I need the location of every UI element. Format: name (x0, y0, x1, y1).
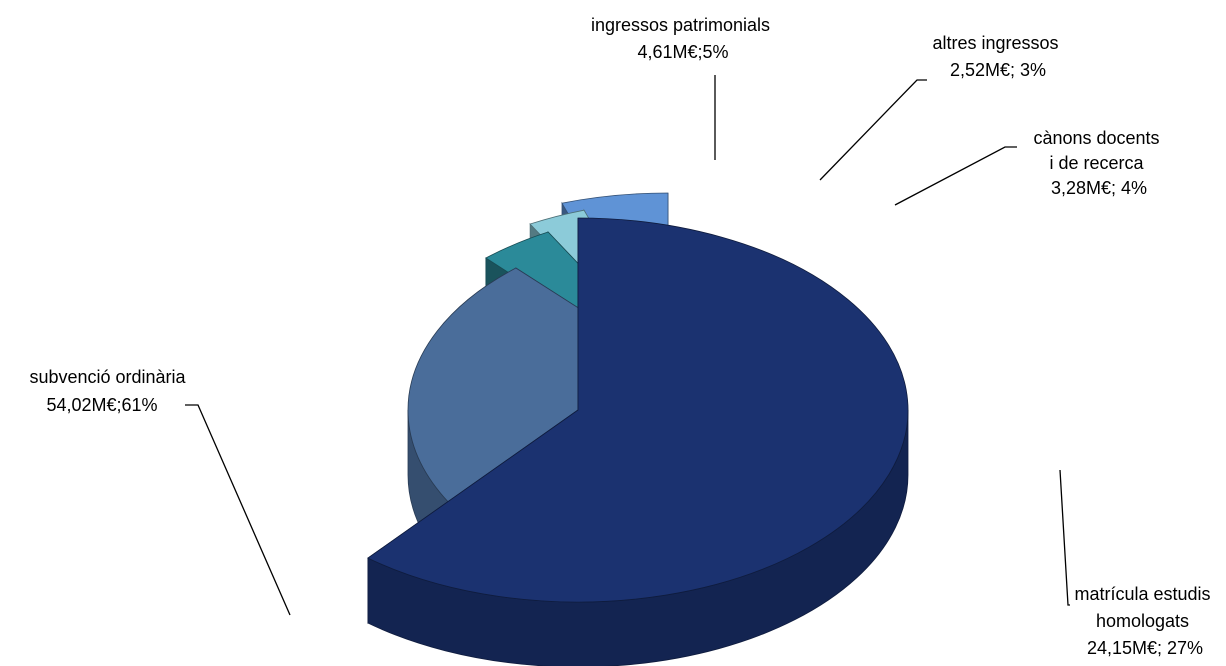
pie-slices (367, 192, 909, 666)
data-label-patrimonials: ingressos patrimonials 4,61M€;5% (591, 15, 775, 62)
pie-slice-top-subvencio (367, 217, 909, 603)
leader-lines (185, 75, 1070, 616)
data-label-matricula: matrícula estudis homologats 24,15M€; 27… (1074, 584, 1215, 658)
leader-line-altres (819, 79, 927, 181)
data-label-canons: cànons docents i de recerca 3,28M€; 4% (1033, 128, 1164, 198)
leader-line-matricula (1059, 469, 1070, 606)
data-label-subvencio: subvenció ordinària 54,02M€;61% (29, 367, 190, 415)
pie-slice-subvencio (367, 217, 909, 666)
leader-line-subvencio (185, 404, 291, 616)
data-label-altres: altres ingressos 2,52M€; 3% (932, 33, 1063, 80)
data-labels: subvenció ordinària 54,02M€;61% matrícul… (29, 15, 1215, 658)
leader-line-canons (894, 146, 1017, 206)
